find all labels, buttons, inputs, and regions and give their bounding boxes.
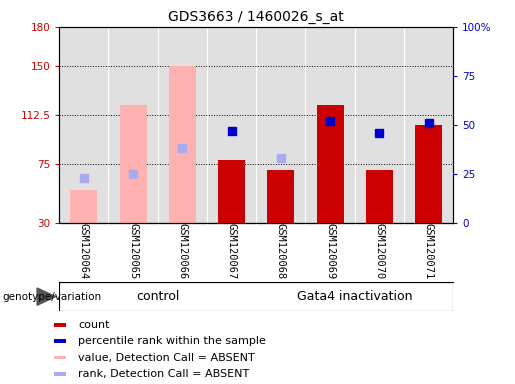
Text: value, Detection Call = ABSENT: value, Detection Call = ABSENT (78, 353, 254, 362)
Text: count: count (78, 320, 109, 330)
Text: GSM120065: GSM120065 (128, 223, 138, 280)
Text: GSM120069: GSM120069 (325, 223, 335, 280)
Bar (71, 190, 97, 223)
FancyBboxPatch shape (54, 339, 66, 343)
Text: genotype/variation: genotype/variation (3, 291, 101, 302)
Text: GSM120066: GSM120066 (177, 223, 187, 280)
Polygon shape (37, 288, 56, 305)
Title: GDS3663 / 1460026_s_at: GDS3663 / 1460026_s_at (168, 10, 344, 25)
Bar (267, 170, 295, 223)
Text: rank, Detection Call = ABSENT: rank, Detection Call = ABSENT (78, 369, 249, 379)
Bar (415, 125, 442, 223)
Text: percentile rank within the sample: percentile rank within the sample (78, 336, 266, 346)
Text: Gata4 inactivation: Gata4 inactivation (297, 290, 413, 303)
FancyBboxPatch shape (54, 356, 66, 359)
FancyBboxPatch shape (54, 323, 66, 327)
Text: GSM120067: GSM120067 (227, 223, 236, 280)
FancyBboxPatch shape (54, 372, 66, 376)
Bar (169, 66, 196, 223)
Bar (317, 105, 344, 223)
Text: control: control (136, 290, 179, 303)
Bar (366, 170, 393, 223)
Bar (119, 105, 147, 223)
Text: GSM120064: GSM120064 (79, 223, 89, 280)
Text: GSM120070: GSM120070 (374, 223, 384, 280)
Bar (218, 160, 245, 223)
Bar (267, 170, 295, 223)
Text: GSM120068: GSM120068 (276, 223, 286, 280)
Text: GSM120071: GSM120071 (423, 223, 434, 280)
